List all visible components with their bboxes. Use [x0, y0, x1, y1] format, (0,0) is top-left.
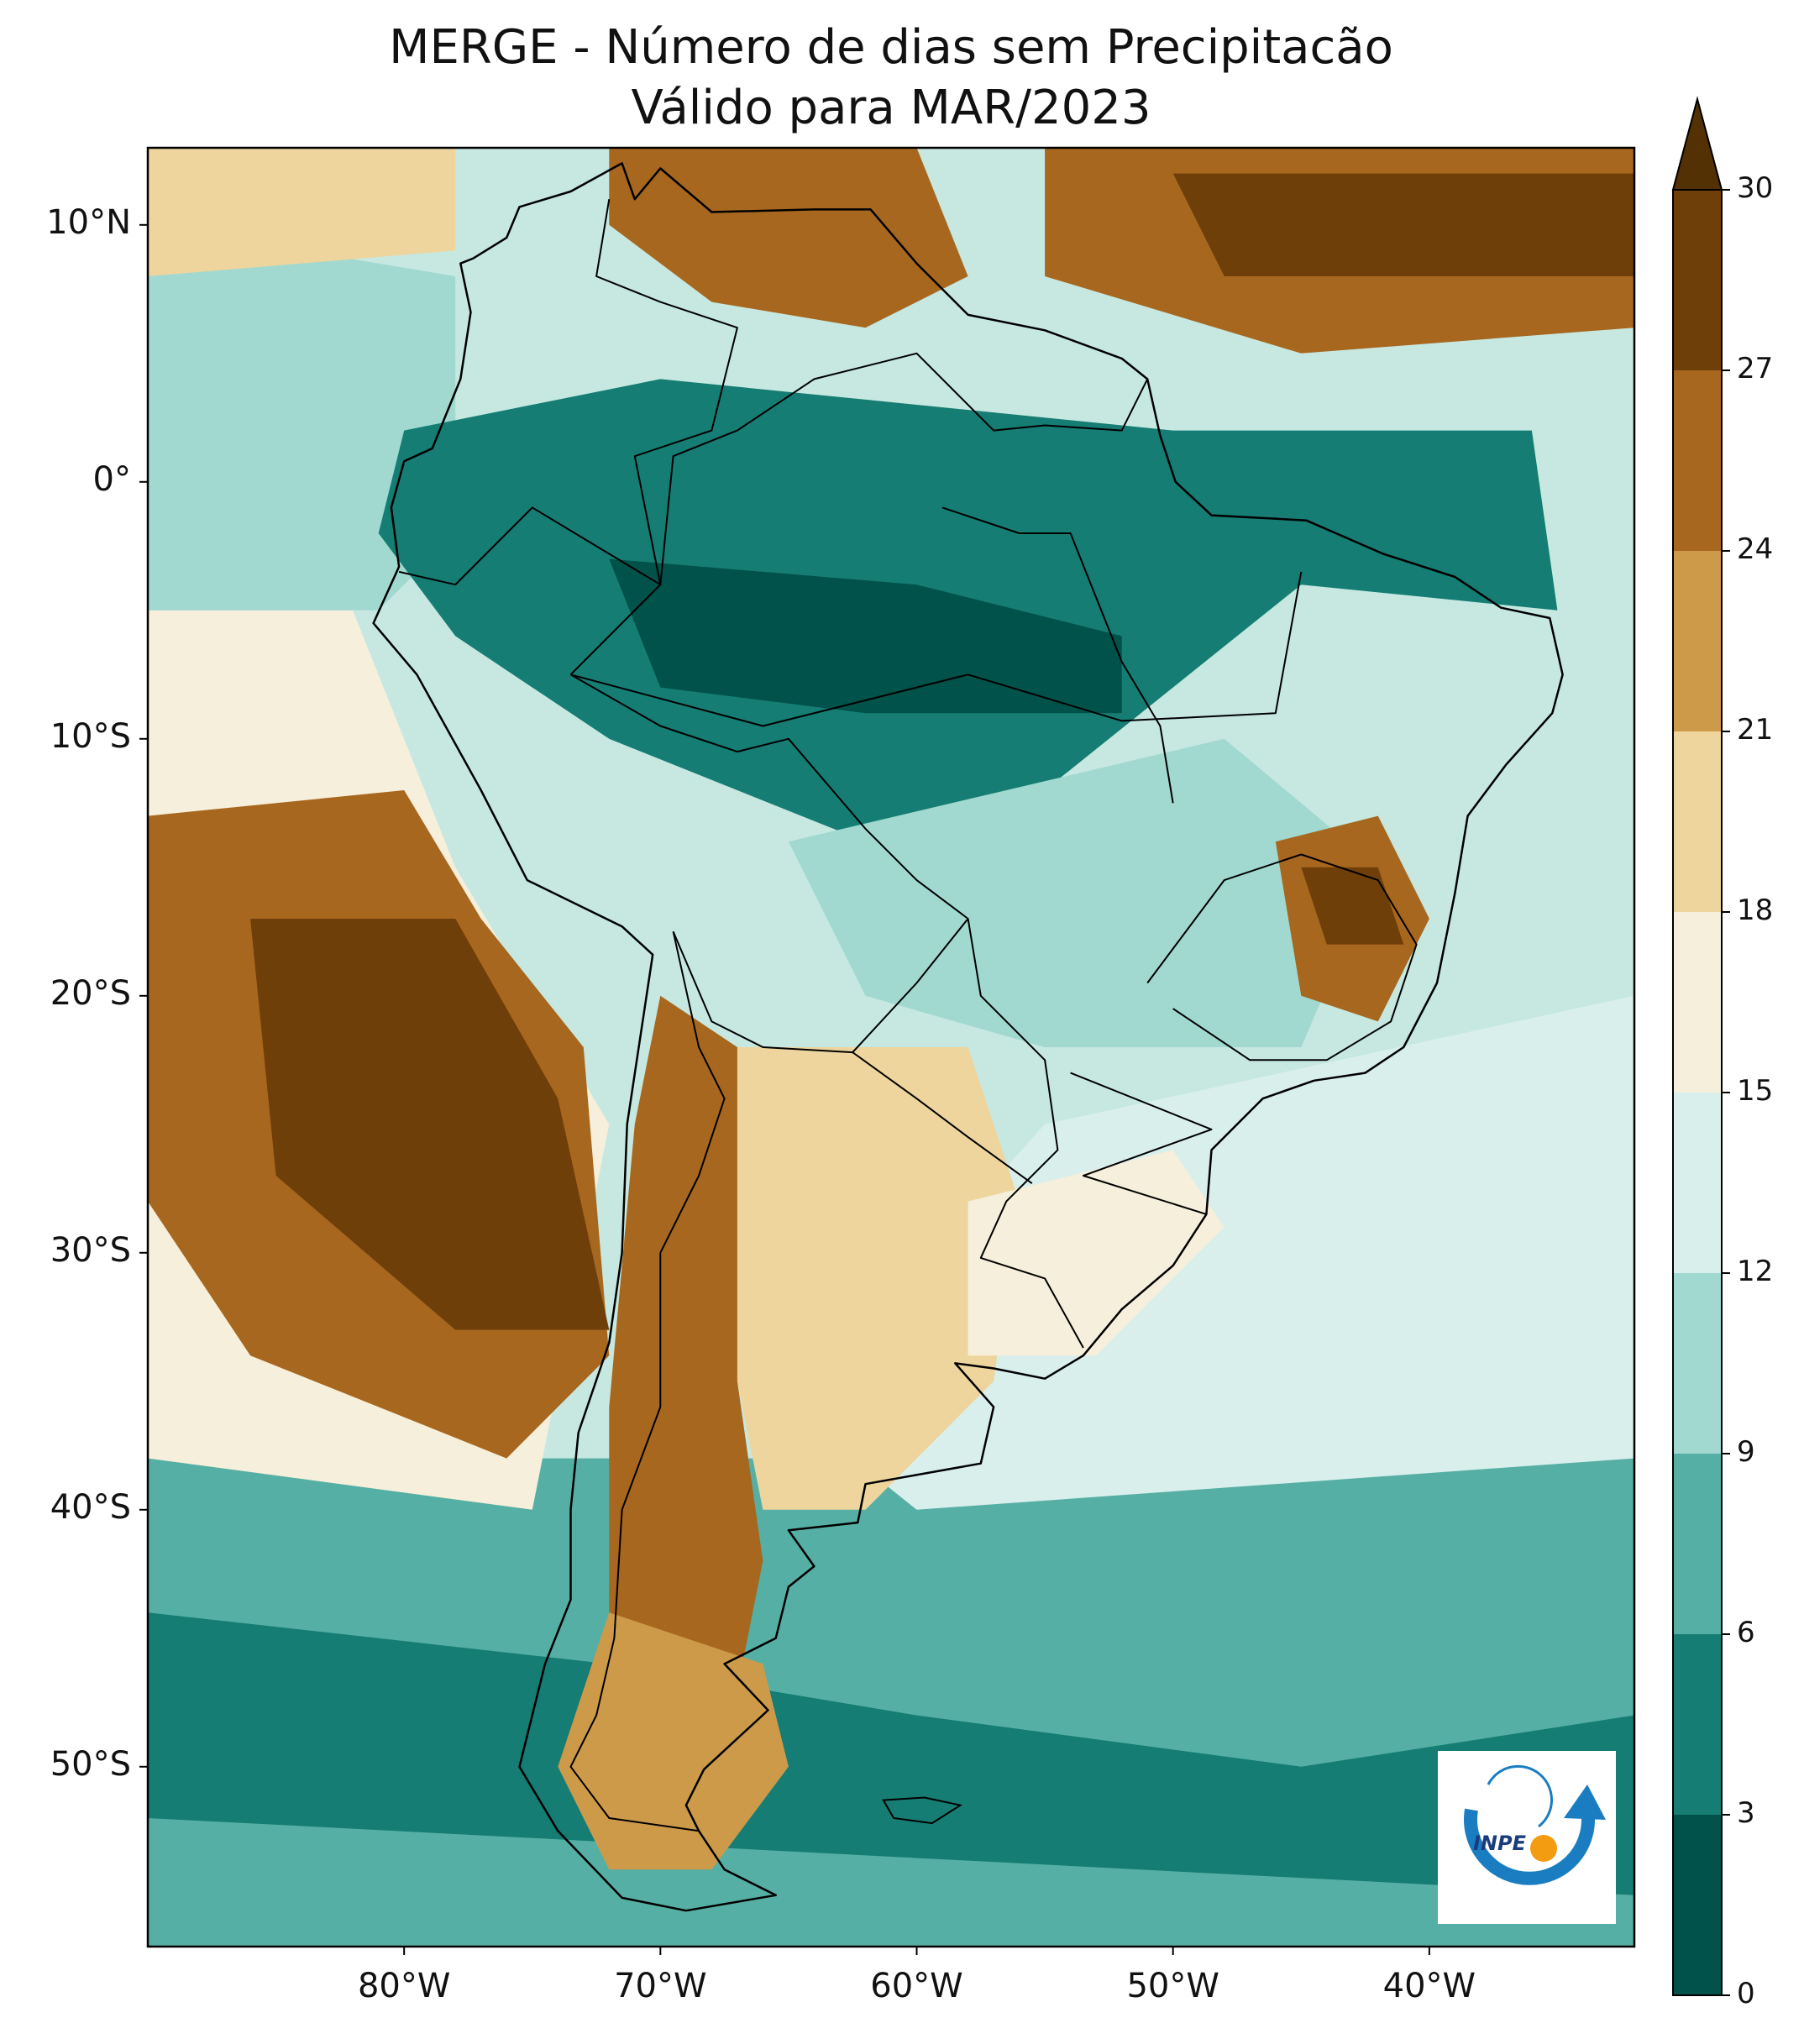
amazon-core: [609, 558, 1122, 714]
lat-tick-label: 30°S: [50, 1230, 131, 1270]
colorbar-segment: [1673, 190, 1722, 370]
map-title: MERGE - Número de dias sem Precipitacão: [389, 20, 1393, 75]
pacific-tropical: [148, 224, 456, 611]
lat-tick-label: 50°S: [50, 1744, 131, 1784]
axis-ticks: [139, 223, 1430, 1955]
colorbar-tick-label: 21: [1737, 713, 1774, 747]
atlantic-north-core: [1172, 173, 1634, 276]
logo-text: INPE: [1473, 1832, 1527, 1855]
lat-tick-label: 0°: [92, 459, 131, 499]
colorbar-segment: [1673, 370, 1722, 551]
minas-gerais-outline: [1146, 853, 1418, 1061]
andes-border: [569, 931, 726, 1832]
logo-orbit: [1487, 1764, 1554, 1828]
pacific-core: [250, 919, 610, 1330]
paraguay-argentina-border: [852, 1051, 1033, 1185]
colorbar-extend-arrow: [1671, 96, 1723, 191]
coastline-and-borders: [372, 162, 1564, 1912]
colorbar-tick-label: 9: [1737, 1435, 1755, 1469]
lat-tick-label: 40°S: [50, 1487, 131, 1527]
atlantic-light: [788, 995, 1634, 1510]
brazil-west-border: [570, 673, 1084, 1349]
colorbar: [1671, 96, 1730, 1996]
peru-ecuador-colombia-border: [398, 199, 738, 586]
uruguay-south-brazil: [968, 1150, 1225, 1356]
minas-core: [1301, 867, 1404, 945]
map-frame: [146, 146, 1636, 1948]
colorbar-segment: [1673, 1815, 1722, 1995]
logo-arrow: [1564, 1785, 1606, 1820]
colorbar-tick-label: 0: [1737, 1977, 1755, 2010]
colorbar-tick-label: 15: [1737, 1074, 1774, 1108]
south-brazil-states: [1070, 1072, 1213, 1215]
lat-tick-label: 10°S: [50, 716, 131, 756]
colorbar-tick-label: 6: [1737, 1616, 1755, 1649]
colorbar-tick-label: 30: [1737, 171, 1774, 205]
central-brazil: [788, 738, 1378, 1047]
lon-tick-label: 50°W: [1126, 1967, 1219, 2005]
pacific-near-equator: [148, 148, 456, 276]
colorbar-tick-label: 24: [1737, 532, 1774, 566]
colorbar-tick-label: 3: [1737, 1796, 1755, 1830]
lon-tick-label: 60°W: [870, 1967, 963, 2005]
andes-dry: [609, 995, 763, 1690]
bolivia-paraguay-border: [672, 918, 969, 1054]
colorbar-segment: [1673, 1454, 1722, 1634]
colorbar-tick-label: 12: [1737, 1255, 1774, 1288]
caribbean-dry: [609, 148, 968, 328]
argentina-dry: [711, 1047, 1020, 1510]
precip-field: [148, 148, 1634, 1947]
para-border: [941, 506, 1174, 804]
brazil-north-border: [569, 352, 1149, 676]
inpe-logo: INPE: [1438, 1751, 1616, 1924]
logo-dot: [1530, 1835, 1557, 1862]
logo-ring: [1464, 1808, 1595, 1885]
falklands-outline: [882, 1796, 962, 1825]
lon-tick-label: 70°W: [614, 1967, 707, 2005]
lat-tick-label: 20°S: [50, 973, 131, 1013]
colorbar-segment: [1673, 1273, 1722, 1454]
colorbar-tick-label: 27: [1737, 352, 1774, 385]
colorbar-segment: [1673, 551, 1722, 731]
colorbar-segment: [1673, 1634, 1722, 1815]
patagonia: [558, 1612, 789, 1870]
continent-outline: [372, 162, 1564, 1912]
colorbar-segment: [1673, 1093, 1722, 1273]
amazon-state-border: [570, 571, 1303, 727]
colorbar-tick-label: 18: [1737, 894, 1774, 927]
lat-tick-label: 10°N: [46, 202, 131, 242]
lon-tick-label: 40°W: [1382, 1967, 1476, 2005]
colorbar-segment: [1673, 912, 1722, 1093]
map-subtitle: Válido para MAR/2023: [631, 81, 1151, 135]
colorbar-segment: [1673, 731, 1722, 912]
lon-tick-label: 80°W: [357, 1967, 451, 2005]
ocean-south-dark: [148, 1612, 1634, 1895]
